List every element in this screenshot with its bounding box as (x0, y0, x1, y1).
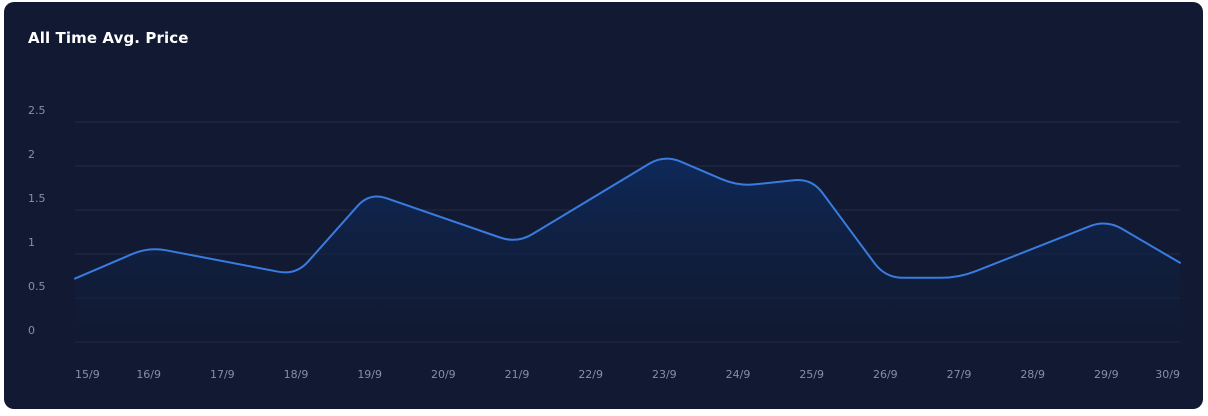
chart-title: All Time Avg. Price (28, 29, 189, 47)
x-tick-label: 27/9 (947, 368, 972, 381)
series-line (74, 157, 1181, 280)
x-tick-label: 25/9 (799, 368, 824, 381)
y-tick-label: 1.5 (28, 192, 46, 205)
y-axis-ticks: 0 0.5 1 1.5 2 2.5 (28, 104, 46, 337)
y-tick-label: 2.5 (28, 104, 46, 117)
chart-card: All Time Avg. Price 0 0.5 1 1.5 2 2.5 15/9 16/… (4, 2, 1203, 409)
x-axis-ticks: 15/9 16/9 17/9 18/9 19/9 20/9 21/9 22/9 23/9 24/9… (75, 368, 1180, 381)
x-tick-label: 28/9 (1020, 368, 1045, 381)
x-tick-label: 16/9 (136, 368, 161, 381)
x-tick-label: 20/9 (431, 368, 456, 381)
x-tick-label: 26/9 (873, 368, 898, 381)
x-tick-label: 19/9 (357, 368, 382, 381)
x-tick-label: 23/9 (652, 368, 677, 381)
chart-svg: 0 0.5 1 1.5 2 2.5 15/9 16/9 17/9 18/9 19/9 20/9 21/… (28, 104, 1181, 381)
x-tick-label: 15/9 (75, 368, 100, 381)
series-area (75, 158, 1180, 342)
y-tick-label: 0 (28, 324, 35, 337)
y-tick-label: 2 (28, 148, 35, 161)
x-tick-label: 24/9 (726, 368, 751, 381)
x-tick-label: 29/9 (1094, 368, 1119, 381)
x-tick-label: 18/9 (284, 368, 309, 381)
x-tick-label: 30/9 (1155, 368, 1180, 381)
x-tick-label: 17/9 (210, 368, 235, 381)
y-tick-label: 1 (28, 236, 35, 249)
x-tick-label: 22/9 (578, 368, 603, 381)
x-tick-label: 21/9 (505, 368, 530, 381)
y-tick-label: 0.5 (28, 280, 46, 293)
